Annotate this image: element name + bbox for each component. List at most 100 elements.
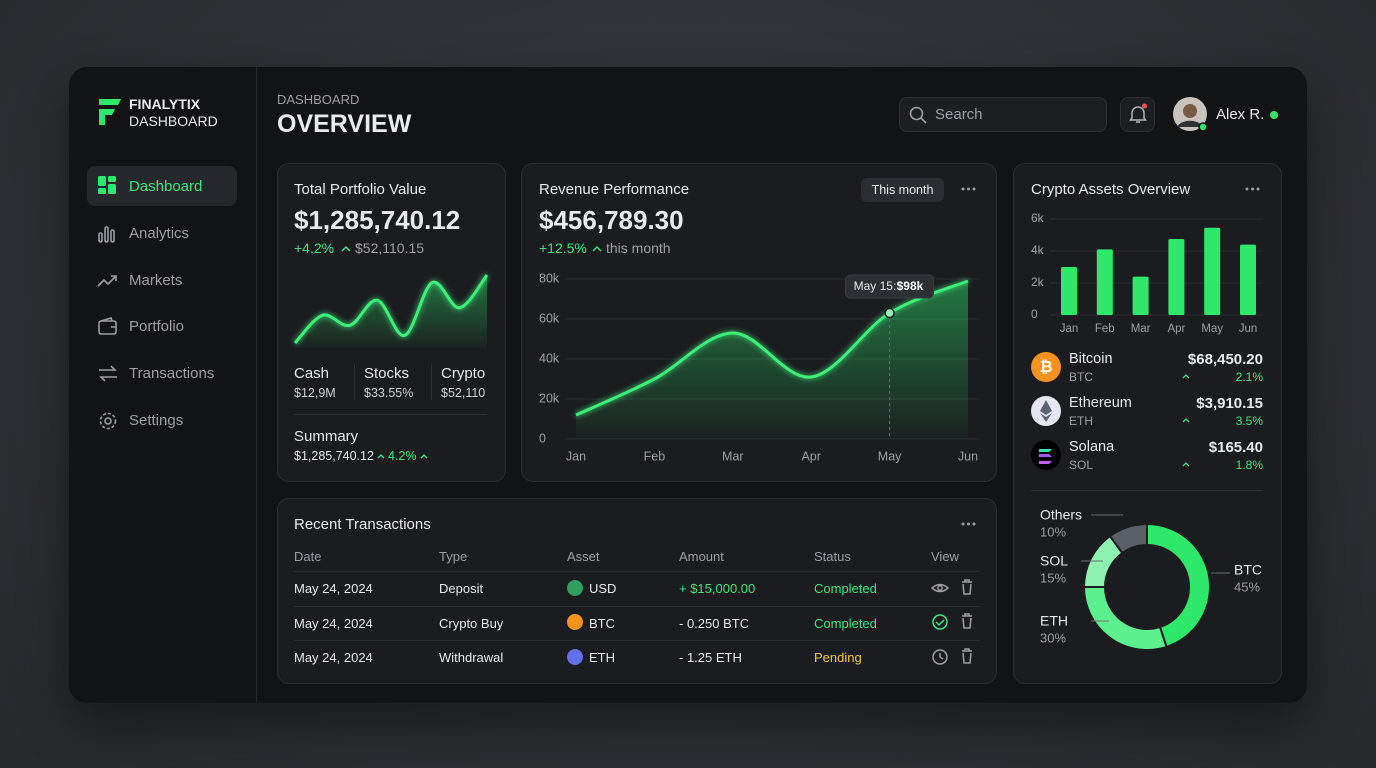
icon	[98, 317, 117, 335]
filter-button[interactable]: This month	[861, 178, 944, 202]
search-box[interactable]	[899, 97, 1107, 132]
x-tick-label: Jan	[566, 449, 586, 463]
asset-name: Solana	[1069, 439, 1115, 455]
status-dot	[1270, 111, 1278, 119]
portfolio-value: $1,285,740.12	[294, 205, 461, 235]
y-tick-label: 0	[539, 431, 546, 445]
nav-item[interactable]: Transactions	[129, 365, 215, 382]
bar	[1240, 244, 1256, 315]
search-icon	[909, 106, 927, 124]
change-label: this month	[606, 240, 671, 256]
nav-item[interactable]: Settings	[129, 412, 184, 429]
breakdown-value: $33.55%	[364, 386, 414, 400]
avatar[interactable]	[1173, 97, 1209, 133]
x-tick-label: Feb	[644, 449, 666, 463]
y-tick-label: 2k	[1031, 275, 1045, 289]
card-title: Crypto Assets Overview	[1031, 181, 1191, 198]
bar	[1132, 276, 1149, 315]
user-name[interactable]: Alex R.	[1216, 106, 1265, 123]
up-caret	[592, 245, 602, 252]
divider	[354, 364, 355, 400]
change: +12.5%	[539, 240, 587, 256]
x-tick-label: Mar	[722, 449, 744, 463]
x-tick-label: Feb	[1095, 323, 1115, 335]
bar	[1168, 239, 1185, 315]
cell: May 24, 2024	[294, 615, 373, 631]
menu-dots[interactable]	[1245, 186, 1261, 192]
nav-item[interactable]: Dashboard	[129, 178, 203, 195]
data-label: 10%	[1040, 524, 1066, 539]
bar	[1204, 227, 1221, 315]
breakdown-label: Crypto	[441, 365, 486, 382]
transactions-card	[277, 498, 997, 684]
up-caret	[1182, 462, 1190, 467]
cell: ETH	[589, 650, 615, 665]
brand-name: FINALYTIX	[129, 96, 201, 112]
up-caret	[1182, 418, 1190, 423]
area	[576, 281, 968, 439]
menu-dots[interactable]	[961, 186, 977, 192]
icon	[98, 226, 115, 243]
icon	[99, 365, 117, 382]
icon	[98, 176, 116, 194]
column-header: View	[931, 549, 959, 564]
breakdown-value: $52,110	[441, 386, 486, 400]
search-placeholder[interactable]: Search	[935, 106, 983, 123]
x-tick-label: Apr	[801, 449, 820, 463]
asset-symbol: SOL	[1069, 458, 1094, 472]
breakdown-label: Stocks	[364, 365, 410, 382]
svg-text:₿: ₿	[1039, 358, 1052, 376]
x-tick-label: May	[878, 449, 902, 463]
status: Completed	[814, 581, 877, 596]
asset-name: Ethereum	[1069, 395, 1132, 411]
cell: May 24, 2024	[294, 581, 373, 596]
tooltip-value: $98k	[897, 279, 924, 293]
change-amount: $52,110.15	[355, 240, 425, 256]
sparkline	[293, 274, 489, 348]
notifications[interactable]	[1120, 97, 1155, 132]
x-tick-label: Jun	[1239, 323, 1258, 335]
icon	[99, 412, 117, 430]
cell: - 0.250 BTC	[679, 615, 750, 631]
highlight-point	[884, 307, 895, 319]
asset-change: 2.1%	[1235, 370, 1263, 384]
divider	[294, 414, 487, 415]
row-divider	[294, 571, 980, 572]
up-caret	[341, 245, 351, 252]
x-tick-label: Apr	[1167, 323, 1185, 335]
up-caret	[420, 454, 428, 459]
status: Pending	[814, 650, 862, 665]
row-icons	[567, 579, 972, 665]
sparkline-area	[295, 275, 487, 348]
coin-icons: ₿	[1031, 352, 1061, 470]
nav-item[interactable]: Markets	[129, 272, 183, 289]
tooltip-label: May 15:	[854, 279, 897, 293]
summary-value: $1,285,740.12	[294, 449, 374, 463]
x-tick-label: May	[1201, 323, 1223, 335]
asset-change: 3.5%	[1235, 414, 1263, 428]
summary-change: 4.2%	[388, 449, 417, 463]
x-tick-label: Jan	[1060, 323, 1079, 335]
row-divider	[294, 640, 980, 641]
cell: + $15,000.00	[679, 581, 756, 596]
icon	[97, 275, 117, 287]
cell: USD	[589, 581, 617, 596]
divider	[1031, 490, 1263, 491]
menu-dots[interactable]	[961, 521, 977, 527]
nav-item[interactable]: Portfolio	[129, 318, 185, 335]
line	[575, 279, 969, 417]
card-title: Recent Transactions	[294, 516, 431, 533]
x-tick-label: Mar	[1131, 323, 1151, 335]
column-header: Date	[294, 549, 322, 564]
asset-symbol: ETH	[1069, 414, 1093, 428]
cell: - 1.25 ETH	[679, 650, 742, 665]
nav-item[interactable]: Analytics	[129, 225, 190, 242]
asset-price: $68,450.20	[1187, 351, 1263, 368]
brand-sub: DASHBOARD	[129, 113, 218, 129]
y-tick-label: 6k	[1031, 211, 1045, 225]
bell-icon	[1129, 103, 1147, 123]
logo	[99, 99, 121, 125]
sparkline-line	[293, 274, 489, 345]
summary-label: Summary	[294, 428, 359, 445]
